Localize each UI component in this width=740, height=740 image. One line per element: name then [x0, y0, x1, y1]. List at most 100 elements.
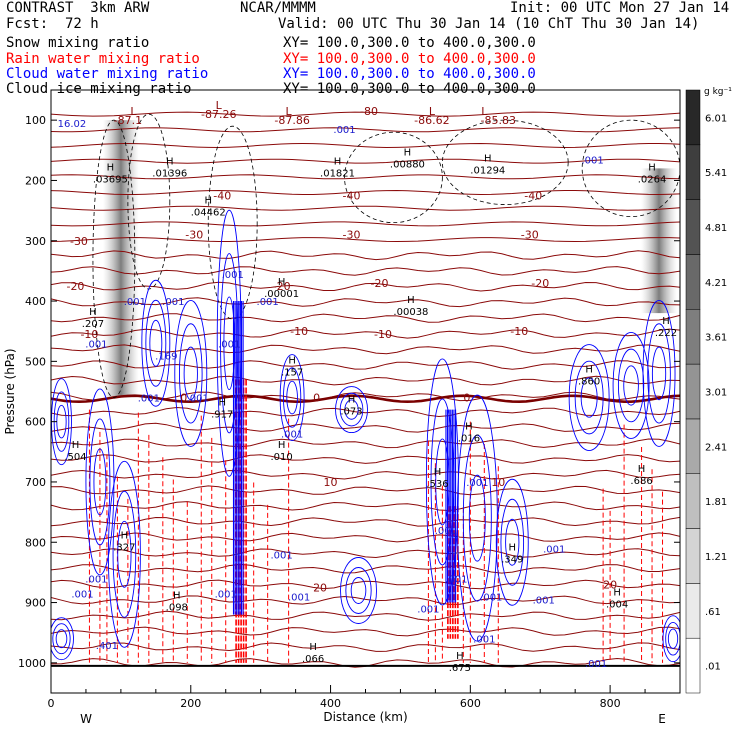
isotherm-line — [51, 236, 680, 243]
temperature-label: -30 — [343, 229, 361, 242]
contour-value: .001 — [480, 593, 502, 604]
cloud-water-contour — [339, 392, 364, 427]
isotherm-line — [51, 406, 680, 418]
temperature-label: -20 — [531, 277, 549, 290]
temperature-label: -87.26 — [201, 108, 236, 121]
cloud-water-contour — [117, 520, 132, 588]
isotherm-line — [51, 189, 680, 196]
cloud-water-contour — [340, 557, 377, 624]
contour-value: .001 — [543, 544, 565, 555]
high-marker: H — [456, 651, 464, 662]
isotherm-line — [51, 266, 680, 276]
cloud-water-contour — [85, 388, 115, 576]
contour-value: .001 — [288, 593, 310, 604]
cloud-water-contour — [500, 498, 525, 586]
high-value: .222 — [655, 328, 677, 339]
low-marker: L — [130, 105, 137, 118]
cloud-water-contour — [107, 460, 141, 648]
high-value: .04462 — [191, 208, 226, 219]
contour-value: .001 — [85, 574, 107, 585]
isotherm-line — [51, 297, 680, 308]
high-value: .073 — [340, 407, 362, 418]
isotherm-line — [51, 548, 680, 559]
high-marker: H — [107, 162, 115, 173]
high-value: .004 — [606, 600, 628, 611]
contour-value: .001 — [445, 574, 467, 585]
isotherm-line — [51, 563, 680, 574]
cloud-water-contour — [183, 346, 198, 401]
cloud-water-contour — [55, 629, 68, 649]
high-value: .00001 — [264, 289, 299, 300]
cloud-water-contour — [574, 360, 604, 435]
y-tick-label: 1000 — [18, 657, 46, 670]
temperature-label: 0 — [180, 392, 187, 405]
cloud-water-contour — [462, 434, 492, 602]
org-label: NCAR/MMMM — [240, 0, 316, 16]
colorbar-step — [685, 528, 701, 584]
legend-label-cloud-water: Cloud water mixing ratio — [6, 66, 209, 82]
contour-value: .001 — [215, 590, 237, 601]
temperature-label: -10 — [80, 328, 98, 341]
isotherm-line — [51, 657, 680, 668]
high-marker: H — [465, 422, 473, 433]
valid-time: Valid: 00 UTC Thu 30 Jan 14 (10 ChT Thu … — [278, 16, 700, 32]
contour-value: 16.02 — [58, 119, 87, 130]
contour-value: .001 — [281, 430, 303, 441]
colorbar-step — [685, 144, 701, 200]
temperature-label: 10 — [491, 476, 505, 489]
y-tick-label: 400 — [25, 295, 46, 308]
high-marker: H — [166, 156, 174, 167]
colorbar-step — [685, 418, 701, 474]
freezing-level-line — [51, 394, 680, 404]
cloud-water-contour — [623, 365, 639, 406]
temperature-label: -30 — [70, 235, 88, 248]
x-tick-label: 400 — [320, 697, 341, 710]
low-marker: L — [216, 99, 223, 112]
low-marker: L — [429, 105, 436, 118]
temperature-label: 0 — [313, 392, 320, 405]
contour-value: .001 — [585, 659, 607, 670]
cloud-water-contour — [435, 438, 450, 526]
contour-value: .001 — [218, 339, 240, 350]
isotherm-line — [51, 250, 680, 261]
cloud-water-contour — [52, 623, 71, 655]
temperature-label: -40 — [213, 190, 231, 203]
temperature-label: -30 — [521, 229, 539, 242]
cloud-water-contour — [89, 418, 111, 546]
colorbar-step — [685, 89, 701, 146]
temperature-label: -10 — [290, 325, 308, 338]
high-marker: H — [173, 591, 181, 602]
colorbar-tick-label: 1.81 — [705, 497, 727, 508]
isotherm-line — [51, 127, 680, 133]
snow-column-0 — [102, 120, 139, 398]
contour-value: .001 — [85, 339, 107, 350]
cloud-water-contour — [223, 296, 235, 391]
temperature-label: -10 — [510, 325, 528, 338]
legend-label-snow: Snow mixing ratio — [6, 35, 150, 51]
cloud-water-contour — [468, 474, 486, 562]
isotherm-line — [51, 422, 680, 433]
low-marker: L — [481, 105, 488, 118]
high-value: .207 — [82, 319, 104, 330]
cloud-water-contour — [667, 628, 679, 649]
cloud-ice-contour — [581, 119, 680, 218]
contour-value: .001 — [435, 526, 457, 537]
legend-xy-snow: XY= 100.0,300.0 to 400.0,300.0 — [283, 35, 536, 51]
contour-value: .001 — [138, 394, 160, 405]
colorbar-step — [685, 473, 701, 529]
high-marker: H — [638, 464, 646, 475]
high-value: .01294 — [470, 165, 505, 176]
contour-value: .001 — [222, 270, 244, 281]
cloud-water-contour — [612, 332, 650, 439]
init-time: Init: 00 UTC Mon 27 Jan 14 — [510, 0, 730, 16]
colorbar-tick-label: .01 — [705, 662, 721, 673]
isotherm-line — [51, 469, 680, 480]
y-tick-label: 200 — [25, 174, 46, 187]
temperature-label: -40 — [524, 190, 542, 203]
temperature-label: -20 — [273, 280, 291, 293]
contour-value: .401 — [96, 641, 118, 652]
isotherm-line — [51, 313, 680, 323]
cloud-water-contour — [141, 279, 171, 407]
high-marker: H — [648, 162, 656, 173]
y-tick-label: 700 — [25, 476, 46, 489]
